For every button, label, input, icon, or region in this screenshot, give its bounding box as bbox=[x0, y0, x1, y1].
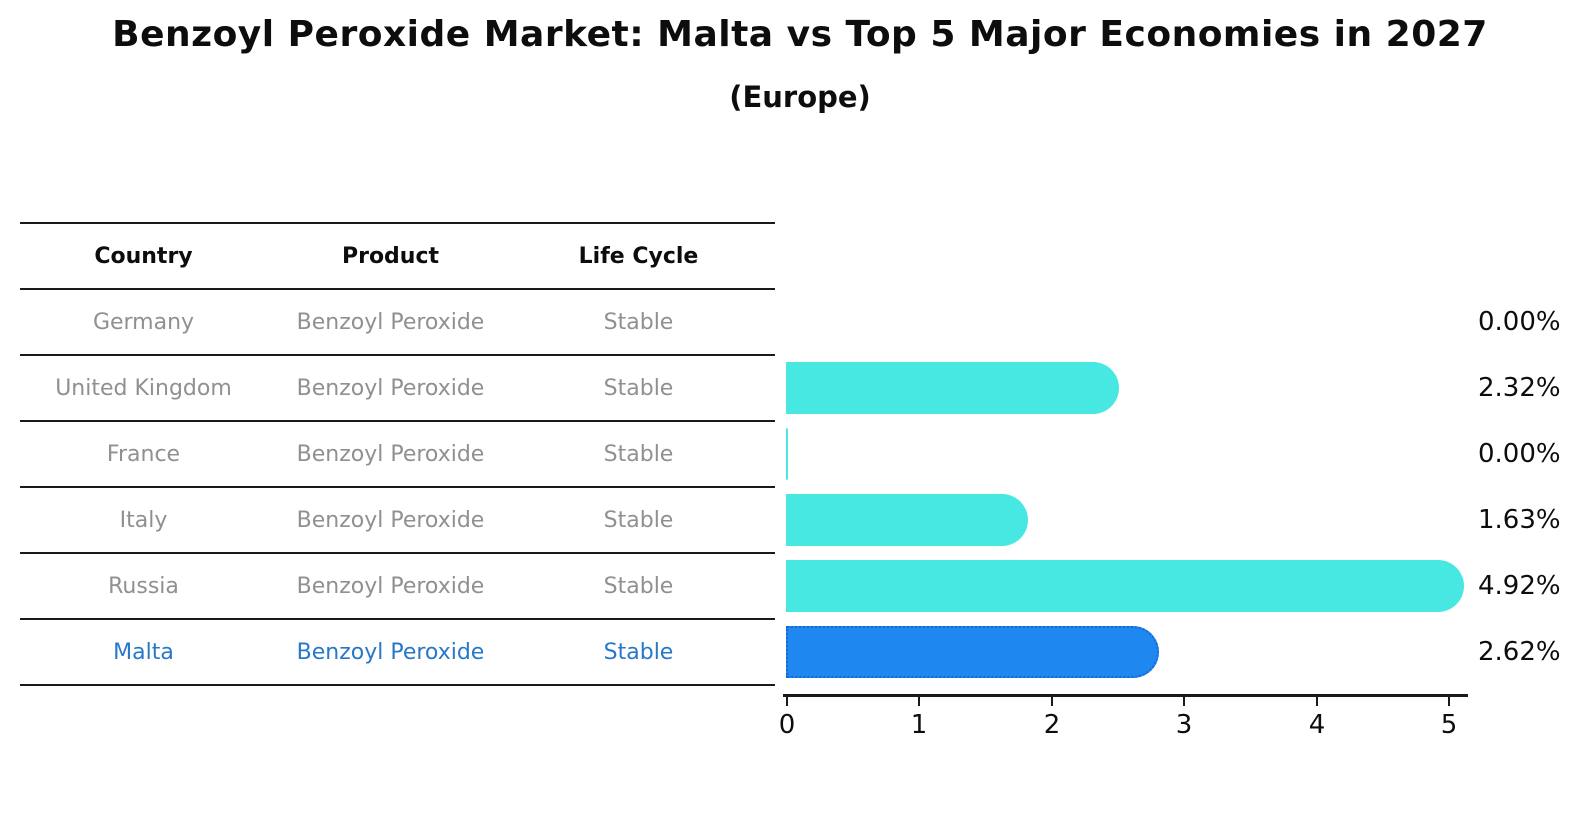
bar-france bbox=[786, 428, 788, 480]
country-cell: Germany bbox=[92, 309, 195, 335]
product-cell: Benzoyl Peroxide bbox=[296, 441, 485, 467]
table-border-top bbox=[20, 222, 775, 224]
value-label-united-kingdom: 2.32% bbox=[1478, 373, 1561, 403]
product-cell: Benzoyl Peroxide bbox=[296, 573, 485, 599]
value-label-france: 0.00% bbox=[1478, 439, 1561, 469]
table-row-france: France Benzoyl Peroxide Stable bbox=[20, 421, 763, 487]
bar-malta bbox=[786, 626, 1159, 678]
country-cell: Russia bbox=[108, 573, 179, 599]
table-row-divider bbox=[20, 420, 775, 422]
value-label-germany: 0.00% bbox=[1478, 307, 1561, 337]
country-cell: United Kingdom bbox=[55, 375, 232, 401]
life-cycle-cell: Stable bbox=[603, 639, 674, 665]
life-cycle-cell: Stable bbox=[603, 441, 674, 467]
x-axis-tick bbox=[786, 696, 788, 706]
x-axis-tick bbox=[918, 696, 920, 706]
value-label-italy: 1.63% bbox=[1478, 505, 1561, 535]
product-cell: Benzoyl Peroxide bbox=[296, 309, 485, 335]
x-axis-tick bbox=[1051, 696, 1053, 706]
x-axis-tick-label: 0 bbox=[778, 710, 796, 740]
x-axis-tick-label: 1 bbox=[910, 710, 928, 740]
table-row-italy: Italy Benzoyl Peroxide Stable bbox=[20, 487, 763, 553]
country-cell: Italy bbox=[119, 507, 168, 533]
life-cycle-cell: Stable bbox=[603, 573, 674, 599]
bar-russia bbox=[786, 560, 1464, 612]
value-label-malta: 2.62% bbox=[1478, 637, 1561, 667]
chart-title: Benzoyl Peroxide Market: Malta vs Top 5 … bbox=[112, 14, 1488, 55]
product-cell: Benzoyl Peroxide bbox=[296, 507, 485, 533]
x-axis-tick-label: 4 bbox=[1308, 710, 1326, 740]
product-cell: Benzoyl Peroxide bbox=[296, 375, 485, 401]
value-label-russia: 4.92% bbox=[1478, 571, 1561, 601]
x-axis-tick-label: 2 bbox=[1043, 710, 1061, 740]
table-row-divider bbox=[20, 354, 775, 356]
x-axis-tick bbox=[1316, 696, 1318, 706]
bar-united-kingdom bbox=[786, 362, 1119, 414]
chart-subtitle: (Europe) bbox=[729, 80, 871, 114]
bar-italy bbox=[786, 494, 1028, 546]
country-cell: Malta bbox=[113, 639, 174, 665]
column-header-product: Product bbox=[341, 243, 440, 269]
table-header-row: Country Product Life Cycle bbox=[20, 223, 763, 289]
table-row-united-kingdom: United Kingdom Benzoyl Peroxide Stable bbox=[20, 355, 763, 421]
table-row-russia: Russia Benzoyl Peroxide Stable bbox=[20, 553, 763, 619]
country-cell: France bbox=[106, 441, 181, 467]
x-axis-tick bbox=[1183, 696, 1185, 706]
table-row-malta: Malta Benzoyl Peroxide Stable bbox=[20, 619, 763, 685]
life-cycle-cell: Stable bbox=[603, 309, 674, 335]
column-header-country: Country bbox=[94, 243, 193, 269]
x-axis-line bbox=[783, 694, 1468, 697]
life-cycle-cell: Stable bbox=[603, 375, 674, 401]
table-row-divider bbox=[20, 552, 775, 554]
table-row-divider bbox=[20, 486, 775, 488]
table-row-divider bbox=[20, 618, 775, 620]
product-cell: Benzoyl Peroxide bbox=[296, 639, 485, 665]
x-axis-tick-label: 5 bbox=[1440, 710, 1458, 740]
column-header-life-cycle: Life Cycle bbox=[578, 243, 699, 269]
life-cycle-cell: Stable bbox=[603, 507, 674, 533]
table-row-germany: Germany Benzoyl Peroxide Stable bbox=[20, 289, 763, 355]
table-header-divider bbox=[20, 288, 775, 290]
x-axis-tick bbox=[1448, 696, 1450, 706]
x-axis-tick-label: 3 bbox=[1175, 710, 1193, 740]
table-border-bottom bbox=[20, 684, 775, 686]
